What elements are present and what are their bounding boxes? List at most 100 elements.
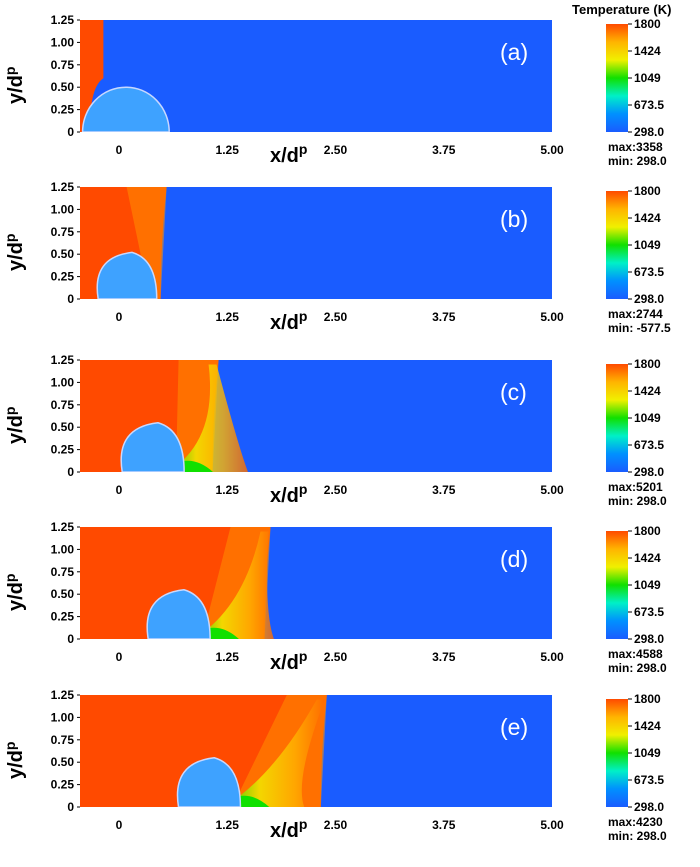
- colorbar-max: max:4588: [608, 647, 663, 661]
- colorbar-min: min: -577.5: [608, 321, 671, 335]
- wake-plume: [167, 364, 248, 472]
- y-tick-label: 0.50: [51, 755, 75, 769]
- contour-field: [80, 695, 552, 807]
- x-tick-label: 1.25: [216, 310, 240, 324]
- contour-field: [80, 187, 552, 299]
- x-axis-label: x/dp: [270, 816, 307, 842]
- y-tick-label: 0.25: [51, 443, 75, 457]
- x-tick-label: 0: [116, 483, 123, 497]
- colorbar: [606, 191, 628, 299]
- x-tick-label: 5.00: [540, 483, 564, 497]
- colorbar-tick-label: 1049: [634, 578, 661, 592]
- panel-tag: (d): [500, 546, 528, 572]
- droplet: [176, 756, 242, 807]
- y-tick-label: 0: [67, 292, 74, 306]
- panel-tag: (c): [500, 379, 527, 405]
- panel-tag: (e): [500, 714, 528, 740]
- contour-field: [80, 527, 552, 639]
- colorbar-max: max:5201: [608, 480, 663, 494]
- colorbar-tick-label: 1800: [634, 524, 661, 538]
- colorbar-tick-label: 1424: [634, 551, 661, 565]
- droplet: [146, 588, 211, 639]
- colorbar-max: max:2744: [608, 307, 663, 321]
- y-tick-label: 0.25: [51, 103, 75, 117]
- x-tick-label: 0: [116, 650, 123, 664]
- y-axis-label: y/dp: [2, 742, 27, 779]
- x-tick-label: 5.00: [540, 310, 564, 324]
- x-tick-label: 3.75: [432, 310, 456, 324]
- colorbar-min: min: 298.0: [608, 661, 667, 675]
- colorbar-max: max:4230: [608, 815, 663, 829]
- colorbar-tick-label: 673.5: [634, 438, 664, 452]
- x-tick-label: 1.25: [216, 818, 240, 832]
- y-tick-label: 1.25: [51, 688, 75, 702]
- colorbar-max: max:3358: [608, 140, 663, 154]
- y-tick-label: 1.00: [51, 710, 75, 724]
- colorbar-tick-label: 1800: [634, 17, 661, 31]
- x-tick-label: 1.25: [216, 483, 240, 497]
- colorbar-tick-label: 298.0: [634, 632, 664, 646]
- y-tick-label: 1.00: [51, 542, 75, 556]
- colorbar-tick-label: 1800: [634, 184, 661, 198]
- contour-field: [80, 360, 552, 472]
- shock-layer: [126, 187, 167, 299]
- colorbar-tick-label: 298.0: [634, 292, 664, 306]
- y-tick-label: 0: [67, 632, 74, 646]
- colorbar-tick-label: 1049: [634, 71, 661, 85]
- x-tick-label: 2.50: [324, 650, 348, 664]
- colorbar-tick-label: 1424: [634, 44, 661, 58]
- y-tick-label: 0: [67, 465, 74, 479]
- x-tick-label: 3.75: [432, 818, 456, 832]
- x-tick-label: 2.50: [324, 310, 348, 324]
- y-tick-label: 0.50: [51, 420, 75, 434]
- y-tick-label: 0.25: [51, 778, 75, 792]
- x-tick-label: 5.00: [540, 818, 564, 832]
- colorbar-tick-label: 673.5: [634, 773, 664, 787]
- colorbar-title: Temperature (K): [572, 2, 672, 17]
- wake-plume: [224, 699, 325, 807]
- colorbar: [606, 531, 628, 639]
- colorbar-tick-label: 298.0: [634, 125, 664, 139]
- colorbar-tick-label: 1800: [634, 692, 661, 706]
- colorbar-tick-label: 1049: [634, 238, 661, 252]
- hot-region: [80, 20, 104, 132]
- y-tick-label: 0.75: [51, 733, 75, 747]
- colorbar-tick-label: 673.5: [634, 265, 664, 279]
- colorbar-tick-label: 298.0: [634, 465, 664, 479]
- y-tick-label: 1.00: [51, 35, 75, 49]
- colorbar-tick-label: 1424: [634, 719, 661, 733]
- y-tick-label: 1.00: [51, 375, 75, 389]
- colorbar-tick-label: 1800: [634, 357, 661, 371]
- y-tick-label: 0.75: [51, 398, 75, 412]
- y-tick-label: 1.25: [51, 520, 75, 534]
- x-tick-label: 2.50: [324, 818, 348, 832]
- panel-tag: (b): [500, 206, 528, 232]
- colorbar-tick-label: 1424: [634, 384, 661, 398]
- colorbar-tick-label: 1049: [634, 746, 661, 760]
- y-tick-label: 0.75: [51, 565, 75, 579]
- contour-field: [80, 20, 552, 132]
- colorbar: [606, 699, 628, 807]
- colorbar-tick-label: 298.0: [634, 800, 664, 814]
- y-axis-label: y/dp: [2, 234, 27, 271]
- y-tick-label: 0.50: [51, 587, 75, 601]
- colorbar-min: min: 298.0: [608, 829, 667, 843]
- x-tick-label: 5.00: [540, 143, 564, 157]
- colorbar-tick-label: 1424: [634, 211, 661, 225]
- y-tick-label: 0.50: [51, 247, 75, 261]
- y-axis-label: y/dp: [2, 574, 27, 611]
- y-axis-label: y/dp: [2, 67, 27, 104]
- y-tick-label: 0.50: [51, 80, 75, 94]
- x-tick-label: 3.75: [432, 483, 456, 497]
- panel-e: 1.25 1.00 0.75 0.50 0.25 0 0 1.25 2.50 3.75 5.00 y/…: [2, 688, 667, 843]
- x-axis-label: x/dp: [270, 308, 307, 334]
- x-axis-label: x/dp: [270, 141, 307, 167]
- x-tick-label: 1.25: [216, 143, 240, 157]
- x-axis-label: x/dp: [270, 481, 307, 507]
- y-tick-label: 0.75: [51, 225, 75, 239]
- x-tick-label: 3.75: [432, 143, 456, 157]
- colorbar: [606, 24, 628, 132]
- droplet: [81, 86, 170, 132]
- x-tick-label: 3.75: [432, 650, 456, 664]
